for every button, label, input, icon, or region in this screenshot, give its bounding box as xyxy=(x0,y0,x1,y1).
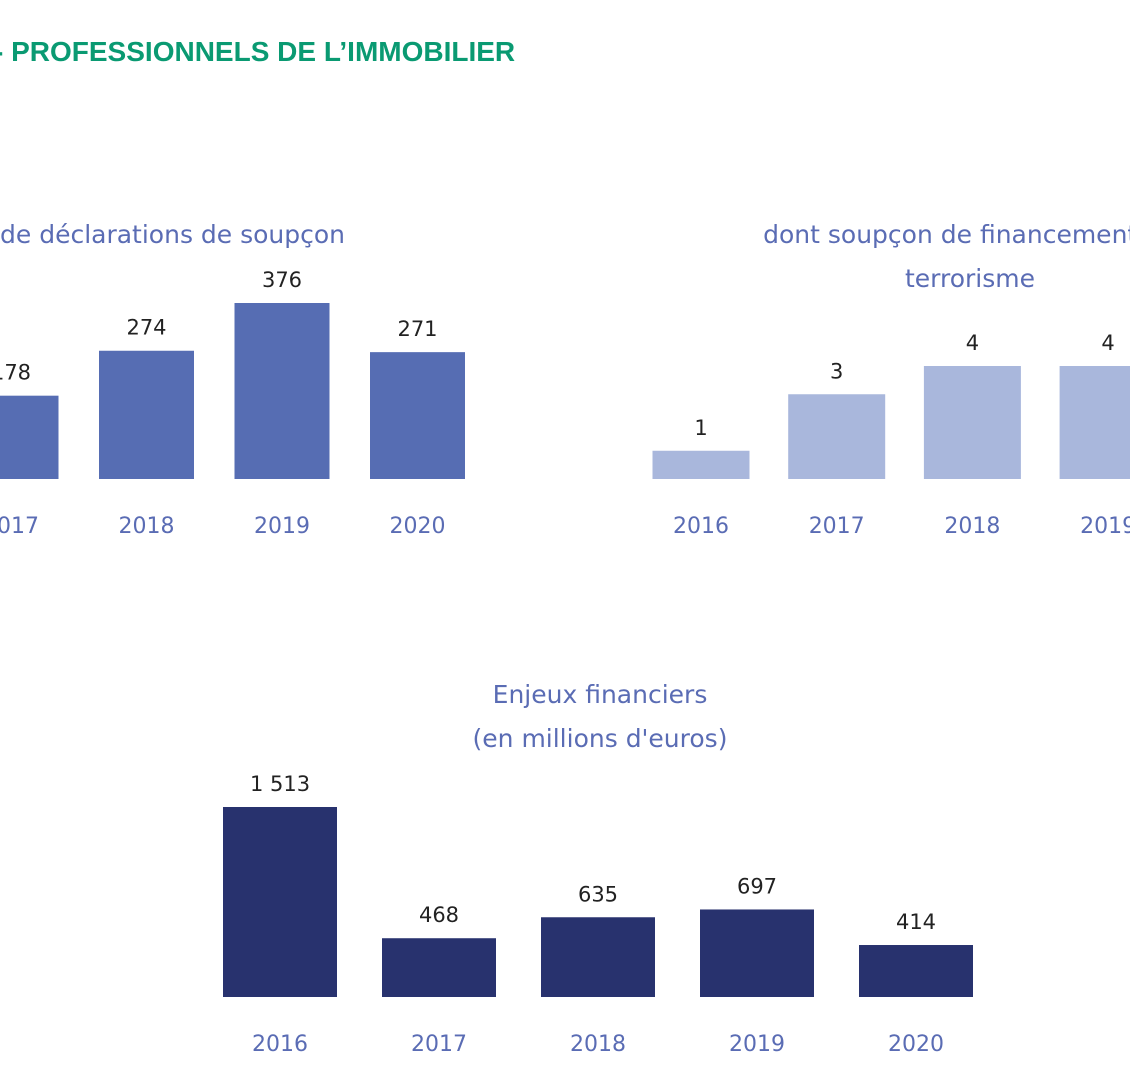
x-tick-label: 2017 xyxy=(0,514,39,539)
x-tick-label: 2019 xyxy=(1080,514,1130,539)
x-tick-label: 2019 xyxy=(254,514,310,539)
x-tick-label: 2016 xyxy=(673,514,729,539)
bar xyxy=(234,303,330,479)
value-label: 1 xyxy=(694,416,707,440)
x-tick-label: 2017 xyxy=(411,1032,467,1057)
chart-title: Enjeux financiers xyxy=(493,680,708,709)
bar xyxy=(859,945,973,997)
bar xyxy=(788,394,886,479)
value-label: 274 xyxy=(126,316,166,340)
bar xyxy=(652,450,750,479)
value-label: 376 xyxy=(262,268,302,292)
value-label: 4 xyxy=(1101,331,1114,355)
value-label: 178 xyxy=(0,361,31,385)
bar xyxy=(382,938,496,997)
x-tick-label: 2019 xyxy=(729,1032,785,1057)
x-tick-label: 2018 xyxy=(119,514,175,539)
bar xyxy=(700,909,814,997)
x-tick-label: 2018 xyxy=(944,514,1000,539)
x-tick-label: 2018 xyxy=(570,1032,626,1057)
value-label: 414 xyxy=(896,910,936,934)
x-tick-label: 2020 xyxy=(390,514,446,539)
x-tick-label: 2016 xyxy=(252,1032,308,1057)
value-label: 3 xyxy=(830,359,843,383)
value-label: 4 xyxy=(966,331,979,355)
bar xyxy=(1059,366,1130,479)
bar xyxy=(223,807,337,997)
bar xyxy=(0,395,59,479)
bar xyxy=(370,352,465,479)
chart-title: terrorisme xyxy=(905,264,1035,293)
chart-title: (en millions d'euros) xyxy=(473,724,728,753)
section-title: - PROFESSIONNELS DE L’IMMOBILIER xyxy=(0,36,515,67)
value-label: 468 xyxy=(419,903,459,927)
value-label: 635 xyxy=(578,882,618,906)
value-label: 1 513 xyxy=(250,772,310,796)
x-tick-label: 2020 xyxy=(888,1032,944,1057)
x-tick-label: 2017 xyxy=(809,514,865,539)
value-label: 271 xyxy=(397,317,437,341)
value-label: 697 xyxy=(737,874,777,898)
chart-title: dont soupçon de financement du xyxy=(763,220,1130,249)
bar xyxy=(923,366,1021,479)
bar xyxy=(99,350,194,479)
chart-title: de déclarations de soupçon xyxy=(0,220,345,249)
bar xyxy=(541,917,655,997)
